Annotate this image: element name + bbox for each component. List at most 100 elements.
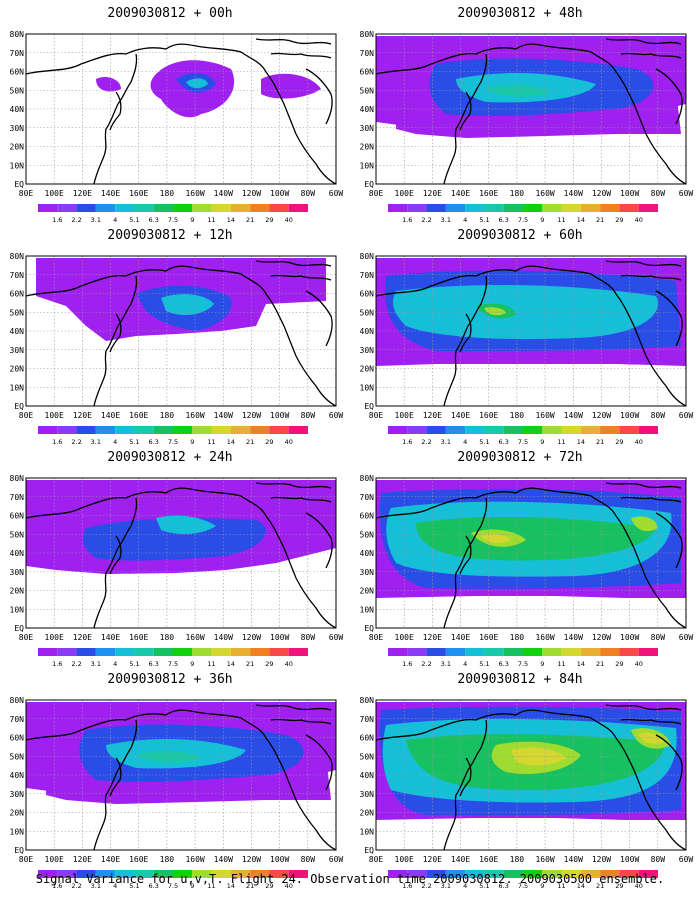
colorbar-label: 21 [596,660,604,668]
colorbar-label: 7.5 [168,660,178,668]
lon-tick-label: 140E [101,189,120,198]
lon-tick-label: 160E [479,189,498,198]
shaded-contour [186,78,208,89]
coastline [109,535,122,575]
lon-tick-label: 60W [679,855,694,864]
coastline [620,52,682,59]
colorbar-label: 4 [463,882,467,890]
lat-tick-label: 30N [360,568,375,577]
lon-tick-label: 140W [214,411,233,420]
colorbar-swatch [542,204,562,212]
map-plot: EQ 10N 20N 30N 40N 50N 60N 70N 80N [360,252,687,411]
colorbar-swatch [503,870,523,878]
colorbar-swatch [407,870,427,878]
colorbar-label: 11 [207,660,215,668]
colorbar-label: 40 [285,438,293,446]
colorbar-swatch [250,204,270,212]
lon-tick-label: 160E [129,855,148,864]
colorbar-swatch [619,426,639,434]
colorbar-label: 40 [285,216,293,224]
colorbar-swatch [542,648,562,656]
colorbar-label: 11 [557,216,565,224]
colorbar-swatch [38,204,58,212]
colorbar-swatch [95,204,116,212]
colorbar-swatch [580,870,601,878]
lat-tick-label: 20N [360,587,375,596]
colorbar-label: 4 [463,438,467,446]
lon-tick-label: 80W [301,411,316,420]
panel-title: 2009030812 + 36h [107,672,233,687]
lon-tick-label: 120W [592,855,611,864]
lon-axis: 80E 100E 120E 140E 160E 180 160W 140W 120W 100W 80… [19,189,344,198]
colorbar-label: 40 [635,882,643,890]
colorbar-label: 1.6 [402,660,412,668]
colorbar-swatch [388,870,408,878]
colorbar-label: 2.2 [421,216,431,224]
colorbar: 1.6 2.2 3.1 4 5.1 6.3 7.5 9 11 14 21 29 40 [388,648,658,668]
lon-tick-label: 100W [270,855,289,864]
lat-tick-label: 40N [10,549,25,558]
lon-tick-label: 100W [270,633,289,642]
colorbar-label: 40 [285,660,293,668]
lat-tick-label: 20N [10,365,25,374]
lat-tick-label: 70N [360,49,375,58]
colorbar: 1.6 2.2 3.1 4 5.1 6.3 7.5 9 11 14 21 29 40 [38,426,308,446]
colorbar-label: 4 [113,660,117,668]
lon-tick-label: 180 [160,411,175,420]
colorbar-swatch [250,870,270,878]
lon-tick-label: 100E [395,411,414,420]
coastline [25,265,197,297]
colorbar-swatch [57,648,77,656]
colorbar-swatch [250,648,270,656]
colorbar-swatch [76,648,96,656]
coastline [255,704,332,711]
colorbar-label: 5.1 [479,660,489,668]
map-panel: 2009030812 + 72h EQ 10N 20N 30N 40N 50N 60N 70N 8… [350,444,694,668]
colorbar-label: 7.5 [168,216,178,224]
lat-tick-label: 40N [10,771,25,780]
lon-tick-label: 80E [19,411,34,420]
lat-tick-label: 80N [360,252,375,261]
colorbar-swatch [173,204,193,212]
colorbar-swatch [250,426,270,434]
colorbar-swatch [638,648,658,656]
lat-tick-label: 10N [360,827,375,836]
lat-tick-label: EQ [364,180,374,189]
colorbar-swatch [638,426,658,434]
lat-tick-label: 70N [10,715,25,724]
coastline [545,711,687,851]
colorbar-label: 29 [265,882,273,890]
colorbar-swatch [523,204,543,212]
lon-tick-label: 180 [510,189,525,198]
coastline [655,512,683,569]
lat-tick-label: 80N [360,474,375,483]
coastline [545,45,687,185]
colorbar-label: 40 [635,216,643,224]
lon-tick-label: 100E [395,855,414,864]
colorbar-swatch [211,426,231,434]
colorbar-label: 4 [113,882,117,890]
coastline [109,91,122,131]
coastline [459,313,472,353]
colorbar-label: 1.6 [402,882,412,890]
colorbar-swatch [503,648,523,656]
lat-tick-label: 40N [10,327,25,336]
lon-tick-label: 80W [651,189,666,198]
lon-tick-label: 160E [479,633,498,642]
lon-axis: 80E 100E 120E 140E 160E 180 160W 140W 120W 100W 80… [19,633,344,642]
lat-tick-label: 20N [10,587,25,596]
colorbar-swatch [288,204,308,212]
shaded-contour [511,747,566,766]
lon-tick-label: 140W [564,633,583,642]
colorbar-swatch [484,204,504,212]
shaded-contour [261,73,321,99]
shaded-contour [486,84,551,97]
colorbar-swatch [445,870,466,878]
lat-tick-label: 80N [360,696,375,705]
colorbar-label: 11 [557,660,565,668]
lon-axis: 80E 100E 120E 140E 160E 180 160W 140W 120W 100W 80… [369,633,694,642]
colorbar-label: 9 [190,438,194,446]
lat-tick-label: 10N [360,605,375,614]
lat-tick-label: 20N [360,143,375,152]
lon-tick-label: 120E [423,855,442,864]
